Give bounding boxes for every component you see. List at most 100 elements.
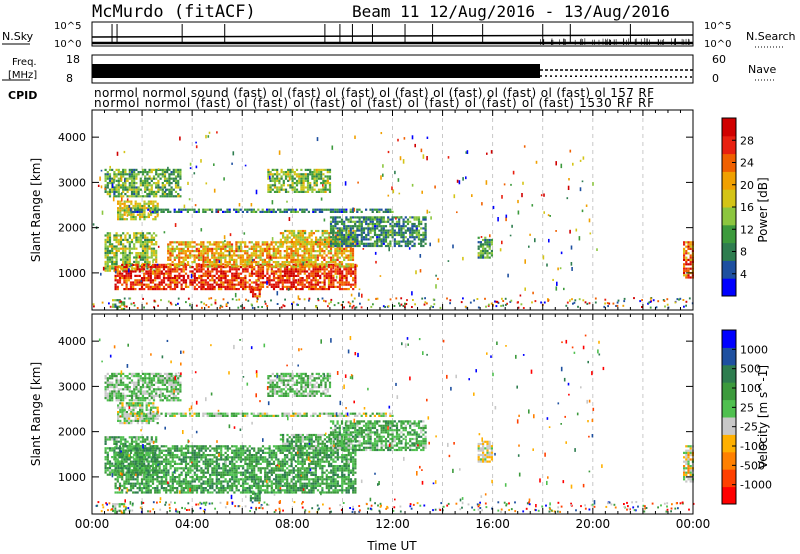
nsearch-tick-top: 10^5 (704, 21, 731, 32)
velocity-panel: 1000 2000 3000 4000 00:00 04:00 08:00 12:00 16:0… (29, 313, 711, 553)
cpid-label: CPID (8, 89, 37, 102)
time-xtick-label: 04:00 (175, 517, 210, 531)
velocity-ytick-label: 4000 (58, 335, 86, 348)
velocity-colorbar-tick: 100 (740, 382, 761, 395)
velocity-echo-region (267, 372, 332, 397)
power-colorbar-tick: 20 (740, 179, 754, 192)
nsky-strip: N.Sky 10^5 10^0 10^5 10^0 N.Search (2, 21, 796, 50)
nsky-tick-top: 10^5 (54, 21, 81, 32)
velocity-colorbar-tick: -100 (740, 440, 765, 453)
time-xlabel: Time UT (366, 539, 417, 553)
velocity-colorbar-label: Velocity [m s^-1] (756, 365, 770, 469)
power-colorbar-tick: 28 (740, 134, 754, 147)
freq-label-bottom: [MHz] (8, 70, 37, 81)
power-scatter (92, 131, 598, 302)
power-echo-region (104, 232, 158, 272)
velocity-colorbar-tick: -500 (740, 459, 765, 472)
time-xtick-label: 12:00 (375, 517, 410, 531)
velocity-colorbar-segment (722, 486, 736, 505)
velocity-ylabel: Slant Range [km] (29, 362, 43, 466)
power-colorbar-tick: 8 (740, 246, 747, 259)
power-echo-region (112, 299, 126, 311)
velocity-colorbar: -1000 -500 -100 -25 25 100 500 1000 Velocity [m… (721, 329, 772, 505)
velocity-colorbar-segment (722, 382, 736, 401)
power-ytick-label: 3000 (58, 176, 86, 189)
power-echo-region (267, 168, 332, 193)
time-xtick-label: 20:00 (576, 517, 611, 531)
velocity-colorbar-segment (722, 434, 736, 453)
power-colorbar-label: Power [dB] (756, 177, 770, 242)
velocity-colorbar-segment (722, 399, 736, 418)
velocity-colorbar-segment (722, 347, 736, 366)
time-xtick-label: 00:00 (676, 517, 711, 531)
power-colorbar-segment (722, 118, 736, 137)
velocity-ytick-label: 1000 (58, 471, 86, 484)
nave-tick-top: 60 (712, 53, 726, 66)
velocity-echo-region (114, 445, 357, 494)
power-colorbar-tick: 12 (740, 223, 754, 236)
power-colorbar: 4 8 12 16 20 24 28 Power [dB] (721, 117, 770, 297)
nsearch-label: N.Search (746, 30, 796, 43)
velocity-colorbar-tick: 25 (740, 401, 754, 414)
nave-tick-bottom: 0 (712, 72, 719, 85)
power-ytick-label: 4000 (58, 131, 86, 144)
velocity-colorbar-tick: -1000 (740, 479, 772, 492)
velocity-colorbar-segment (722, 417, 736, 435)
velocity-scatter (98, 334, 605, 508)
power-colorbar-segment (722, 278, 736, 297)
nsky-label: N.Sky (2, 30, 34, 43)
power-colorbar-segment (722, 260, 736, 279)
power-echo-region (114, 263, 357, 291)
freq-tick-top: 18 (66, 53, 80, 66)
power-colorbar-segment (722, 153, 736, 172)
velocity-echo-region (112, 503, 126, 515)
power-echo-region (104, 168, 182, 198)
power-colorbar-tick: 4 (740, 268, 747, 281)
freq-tick-bottom: 8 (66, 72, 73, 85)
cpid-row-2: normol normol (fast) ol (fast) ol (fast)… (94, 96, 654, 110)
power-colorbar-segment (722, 171, 736, 190)
velocity-ground-scatter (95, 501, 695, 513)
power-ytick-label: 2000 (58, 222, 86, 235)
velocity-ytick-label: 2000 (58, 426, 86, 439)
freq-band (92, 64, 540, 78)
velocity-echo-region (129, 412, 394, 417)
velocity-echo-region (104, 372, 182, 402)
velocity-echo-region (477, 440, 493, 463)
power-colorbar-segment (722, 135, 736, 155)
velocity-echo-region (117, 402, 159, 425)
cpid-strip: CPID normol normol sound (fast) ol (fast… (8, 86, 654, 110)
velocity-echo-region (249, 490, 261, 502)
power-ytick-label: 1000 (58, 267, 86, 280)
velocity-colorbar-segment (722, 330, 736, 348)
nsky-tick-bottom: 10^0 (54, 39, 81, 50)
power-ground-scatter (92, 297, 694, 309)
power-colorbar-segment (722, 189, 736, 208)
power-echo-region (129, 208, 394, 213)
power-colorbar-segment (722, 207, 736, 226)
power-echo-region (329, 216, 427, 248)
time-xtick-label: 16:00 (475, 517, 510, 531)
nave-label: Nave (748, 63, 776, 76)
power-colorbar-tick: 24 (740, 157, 754, 170)
velocity-colorbar-segment (722, 451, 736, 470)
time-xtick-label: 00:00 (75, 517, 110, 531)
nsearch-tick-bottom: 10^0 (704, 39, 731, 50)
velocity-colorbar-tick: 1000 (740, 343, 768, 356)
power-ylabel: Slant Range [km] (29, 158, 43, 262)
radar-title: McMurdo (fitACF) (92, 2, 256, 22)
velocity-colorbar-segment (722, 469, 736, 488)
power-colorbar-segment (722, 224, 736, 244)
velocity-colorbar-tick: -25 (740, 421, 758, 434)
power-echo-region (477, 236, 493, 259)
velocity-ytick-label: 3000 (58, 380, 86, 393)
freq-label-top: Freq. (12, 57, 37, 68)
velocity-colorbar-segment (722, 364, 736, 383)
power-colorbar-tick: 16 (740, 201, 754, 214)
cpid-row-1: normol normol sound (fast) ol (fast) ol … (94, 86, 654, 100)
power-colorbar-segment (722, 242, 736, 261)
power-echo-region (167, 241, 355, 268)
power-echo-region (249, 286, 261, 298)
beam-date: Beam 11 12/Aug/2016 - 13/Aug/2016 (352, 2, 670, 21)
